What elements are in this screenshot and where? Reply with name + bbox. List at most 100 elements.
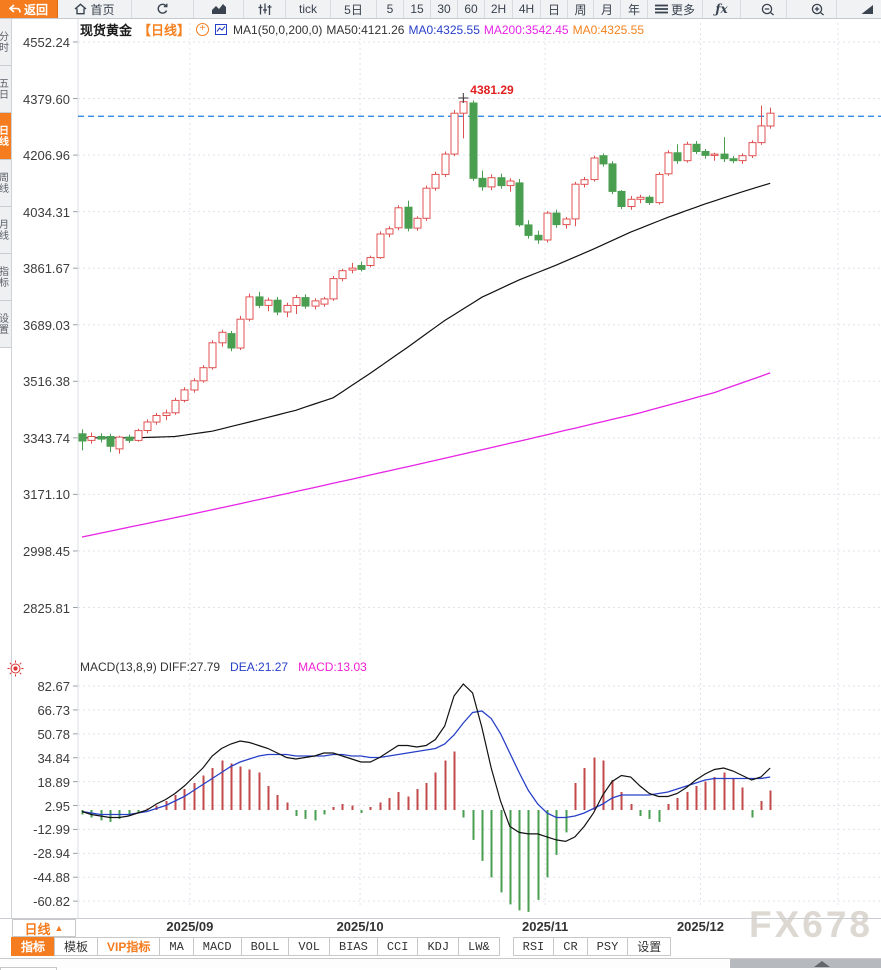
- area-chart-button[interactable]: [194, 0, 244, 18]
- price-axis-label: 3171.10: [23, 487, 70, 503]
- more-button[interactable]: 更多: [648, 0, 703, 18]
- tab-CR[interactable]: CR: [553, 937, 588, 956]
- macd-axis-label: -28.94: [33, 846, 70, 862]
- macd-axis-label: 2.95: [44, 798, 70, 814]
- edge-tab-5[interactable]: 指标: [0, 254, 11, 301]
- tab-BIAS[interactable]: BIAS: [329, 937, 378, 956]
- price-axis-label: 2825.81: [23, 600, 70, 616]
- period-2h-button[interactable]: 2H: [485, 0, 513, 18]
- tick-button[interactable]: tick: [286, 0, 331, 18]
- ma-segment: MA0:4325.55: [408, 22, 480, 37]
- tab-指标[interactable]: 指标: [11, 937, 56, 956]
- period-60-button[interactable]: 60: [458, 0, 485, 18]
- back-arrow-icon: [8, 3, 21, 15]
- period-60-button-label: 60: [464, 2, 478, 16]
- back-button-label: 返回: [23, 2, 48, 17]
- price-axis-label: 4034.31: [23, 204, 70, 220]
- tab-BOLL[interactable]: BOLL: [240, 937, 290, 956]
- price-axis-label: 3343.74: [23, 430, 70, 446]
- edge-tab-1[interactable]: 五日: [0, 66, 11, 113]
- scrollbar-thumb[interactable]: [730, 959, 881, 968]
- period-day-button[interactable]: 日: [541, 0, 568, 18]
- period-year-button-label: 年: [627, 2, 640, 17]
- period-4h-button[interactable]: 4H: [513, 0, 541, 18]
- period-tag: 【日线】: [138, 23, 191, 38]
- edge-tab-3[interactable]: 周线: [0, 160, 11, 207]
- price-header: 现货黄金 【日线】 + MA1(50,0,200,0) MA50:4121.26 M…: [80, 20, 648, 39]
- period-30-button[interactable]: 30: [431, 0, 458, 18]
- period-4h-button-label: 4H: [518, 2, 535, 16]
- symbol-name: 现货黄金: [80, 23, 133, 38]
- price-axis-label: 3689.03: [23, 317, 70, 333]
- period-30-button-label: 30: [437, 2, 451, 16]
- edge-tab-label: 月线: [0, 219, 8, 241]
- macd-segment: MACD:13.03: [298, 660, 367, 674]
- tab-设置[interactable]: 设置: [627, 937, 672, 956]
- macd-axis-label: -44.88: [33, 870, 70, 886]
- edge-tab-label: 日线: [0, 125, 8, 147]
- tick-button-label: tick: [299, 2, 317, 16]
- top-toolbar: 返回 首页 tick 5日 5 15 30 60 2H 4H 日周月年 更多 ƒx: [0, 0, 881, 19]
- macd-axis-label: 18.89: [37, 774, 70, 790]
- tab-VIP指标[interactable]: VIP指标: [97, 937, 161, 956]
- edge-tab-label: 周线: [0, 172, 8, 194]
- refresh-icon: [156, 3, 169, 15]
- menu-icon: [654, 4, 668, 14]
- macd-axis-label: -12.99: [33, 822, 70, 838]
- tab-LW&[interactable]: LW&: [458, 937, 500, 956]
- more-button-label: 更多: [670, 2, 695, 17]
- period-month-button-label: 月: [600, 2, 613, 17]
- macd-segment: MACD(13,8,9) DIFF:27.79: [80, 660, 221, 674]
- edge-tab-0[interactable]: 分时: [0, 19, 11, 66]
- fx678-watermark: FX678: [748, 904, 873, 945]
- tab-VOL[interactable]: VOL: [288, 937, 331, 956]
- period-15-button-label: 15: [410, 2, 424, 16]
- tab-模板[interactable]: 模板: [54, 937, 99, 956]
- ma-segment: MA200:3542.45: [483, 22, 569, 37]
- tab-MACD[interactable]: MACD: [192, 937, 242, 956]
- tab-CCI[interactable]: CCI: [376, 937, 419, 956]
- period-5d-button[interactable]: 5日: [331, 0, 377, 18]
- tab-MA[interactable]: MA: [159, 937, 194, 956]
- macd-header: MACD(13,8,9) DIFF:27.79 DEA:21.27 MACD:13.…: [80, 660, 367, 674]
- date-axis-label: 2025/11: [521, 919, 569, 934]
- zoom-in-button[interactable]: [799, 0, 837, 18]
- area-chart-icon: [211, 3, 227, 15]
- period-15-button[interactable]: 15: [404, 0, 431, 18]
- period-week-button[interactable]: 周: [568, 0, 594, 18]
- tab-KDJ[interactable]: KDJ: [417, 937, 460, 956]
- period-day-button-label: 日: [547, 2, 560, 17]
- edge-tab-4[interactable]: 月线: [0, 207, 11, 254]
- zoom-out-button[interactable]: [749, 0, 787, 18]
- edge-tab-2[interactable]: 日线: [0, 113, 11, 160]
- date-axis-label: 2025/09: [166, 919, 214, 934]
- period-year-button[interactable]: 年: [621, 0, 648, 18]
- period-month-button[interactable]: 月: [594, 0, 621, 18]
- draw-tool-button[interactable]: [853, 0, 881, 18]
- period-5-button[interactable]: 5: [377, 0, 404, 18]
- back-button[interactable]: 返回: [0, 0, 58, 18]
- ma-values: MA1(50,0,200,0) MA50:4121.26 MA0:4325.55 MA…: [233, 23, 648, 37]
- period-box-label: 日线: [24, 921, 51, 937]
- kline-button[interactable]: [244, 0, 286, 18]
- edge-tab-6[interactable]: 设置: [0, 301, 11, 348]
- price-axis-label: 3516.38: [23, 374, 70, 390]
- fx-button[interactable]: ƒx: [703, 0, 741, 18]
- macd-axis-label: -60.82: [33, 894, 70, 910]
- tab-PSY[interactable]: PSY: [586, 937, 629, 956]
- tab-RSI[interactable]: RSI: [512, 937, 555, 956]
- home-button[interactable]: 首页: [58, 0, 132, 18]
- fx-button-label: ƒx: [715, 2, 728, 16]
- clipped-bottom-row: [0, 967, 57, 970]
- chart-type-icon[interactable]: [215, 24, 228, 35]
- home-button-label: 首页: [90, 2, 115, 17]
- period-box[interactable]: 日线 ▲: [12, 919, 76, 937]
- indicator-settings-icon[interactable]: [7, 660, 24, 682]
- bottom-scrollbar[interactable]: [0, 958, 881, 968]
- macd-axis-label: 50.78: [37, 726, 70, 742]
- draw-triangle-icon: [860, 3, 874, 15]
- add-overlay-icon[interactable]: +: [196, 23, 210, 36]
- refresh-button[interactable]: [132, 0, 194, 18]
